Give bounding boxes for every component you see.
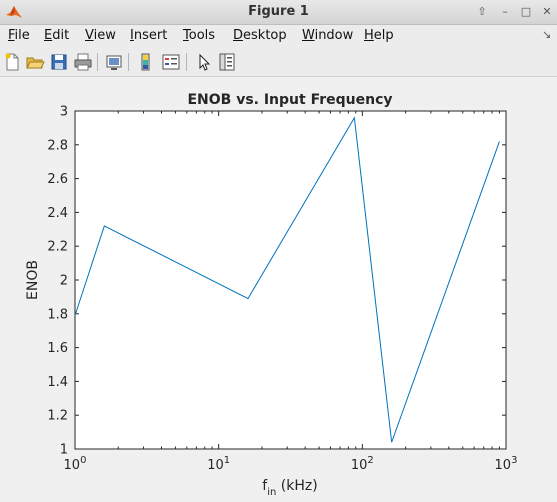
y-tick-label: 2.6 — [47, 172, 68, 187]
series-line — [74, 116, 500, 443]
x-axis-label: fin (kHz) — [262, 478, 317, 498]
menu-insert[interactable]: Insert — [130, 28, 168, 43]
menu-help[interactable]: Help — [364, 28, 394, 43]
open-file-icon[interactable] — [25, 52, 45, 72]
window-shade-icon[interactable]: ⇧ — [477, 5, 487, 18]
y-axis-label: ENOB — [25, 260, 41, 300]
chart-title: ENOB vs. Input Frequency — [187, 92, 392, 108]
menu-view[interactable]: View — [85, 28, 116, 43]
x-tick-label: 102 — [351, 455, 374, 473]
x-tick-label: 100 — [64, 455, 87, 473]
y-tick-label: 1.6 — [47, 341, 68, 356]
chart: ENOB vs. Input Frequency 1 1.2 1.4 1.6 1.8 2 2… — [25, 92, 518, 498]
y-tick-label: 2.8 — [47, 138, 68, 153]
maximize-icon[interactable]: □ — [520, 5, 532, 18]
menu-file[interactable]: File — [8, 28, 30, 43]
x-axis: 100 101 102 103 — [64, 111, 518, 473]
window-title: Figure 1 — [248, 4, 309, 19]
close-icon[interactable]: ✕ — [542, 5, 552, 18]
new-figure-icon[interactable] — [2, 52, 22, 72]
print-icon[interactable] — [73, 52, 93, 72]
legend-icon[interactable] — [161, 52, 181, 72]
y-tick-label: 1.2 — [47, 409, 68, 424]
link-plot-icon[interactable] — [104, 52, 124, 72]
toolbar-separator — [97, 53, 98, 71]
y-tick-label: 1 — [60, 443, 68, 458]
menu-desktop[interactable]: Desktop — [233, 28, 287, 43]
menu-dock-icon[interactable]: ↘ — [542, 28, 552, 41]
edit-plot-icon[interactable] — [194, 52, 214, 72]
x-tick-label: 101 — [207, 455, 230, 473]
y-axis: 1 1.2 1.4 1.6 1.8 2 2.2 2.4 2.6 2.8 3 — [47, 105, 506, 458]
x-tick-label: 103 — [495, 455, 518, 473]
toolbar-separator — [186, 53, 187, 71]
minimize-icon[interactable]: – — [502, 5, 508, 18]
figure-area: ENOB vs. Input Frequency 1 1.2 1.4 1.6 1.8 2 2… — [0, 77, 557, 502]
y-tick-label: 2.2 — [47, 240, 68, 255]
menu-bar: File Edit View Insert Tools Desktop Wind… — [0, 25, 557, 47]
property-inspector-icon[interactable] — [217, 52, 237, 72]
y-tick-label: 1.4 — [47, 375, 68, 390]
y-tick-label: 2 — [60, 274, 68, 289]
y-tick-label: 2.4 — [47, 206, 68, 221]
matlab-logo-icon — [6, 6, 22, 18]
colorbar-icon[interactable] — [136, 52, 156, 72]
toolbar — [0, 48, 557, 77]
menu-window[interactable]: Window — [302, 28, 354, 43]
plot-area — [74, 110, 507, 450]
title-bar: Figure 1 ⇧ – □ ✕ — [0, 0, 557, 25]
y-tick-label: 3 — [60, 105, 68, 120]
toolbar-separator — [128, 53, 129, 71]
save-icon[interactable] — [49, 52, 69, 72]
y-tick-label: 1.8 — [47, 307, 68, 322]
menu-edit[interactable]: Edit — [44, 28, 70, 43]
menu-tools[interactable]: Tools — [183, 28, 216, 43]
